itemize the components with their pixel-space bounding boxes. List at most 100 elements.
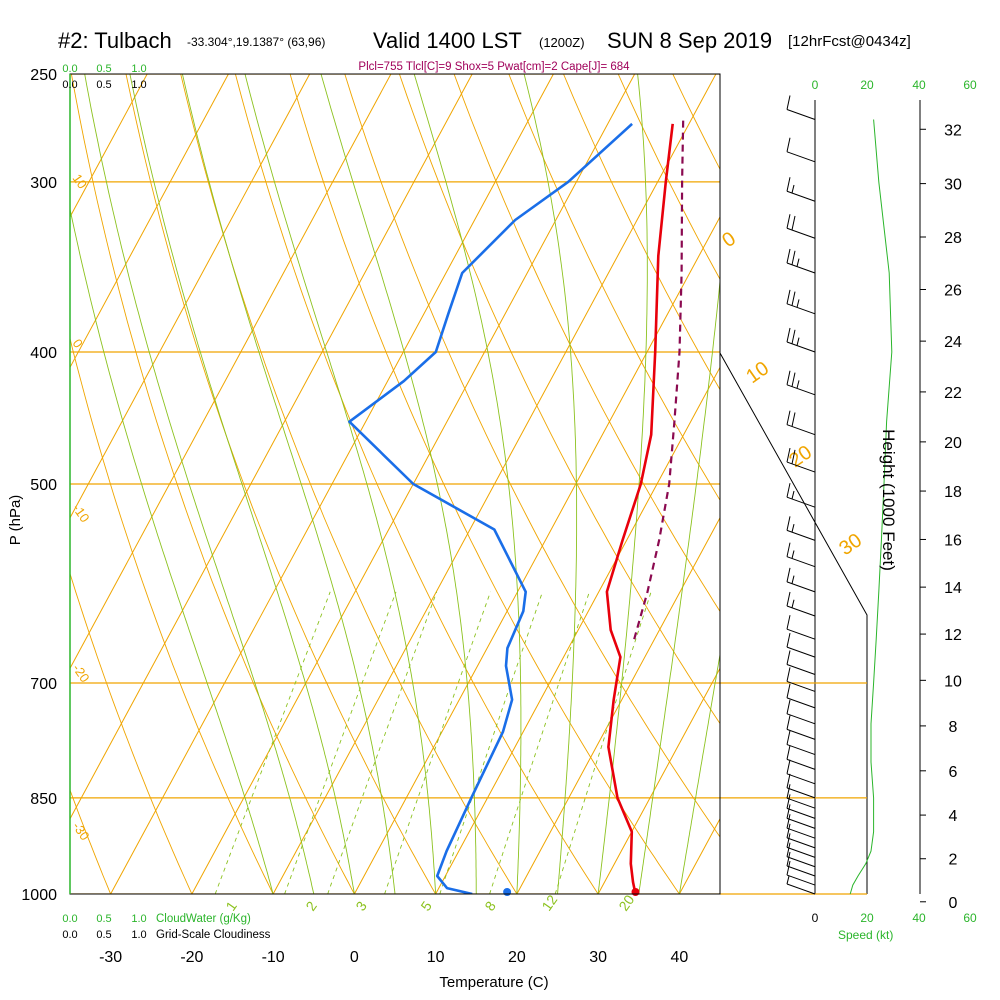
isotherm-label: 0 <box>718 228 740 252</box>
wind-barb-staff <box>786 787 816 799</box>
wind-barb-staff <box>786 151 816 163</box>
wind-barb <box>786 410 816 436</box>
dry-adiabat-line <box>70 788 112 894</box>
speed-top-tick: 40 <box>912 78 926 92</box>
wind-barb <box>786 289 816 315</box>
mixing-ratio-label: 3 <box>352 898 370 914</box>
wind-barb-flag <box>786 516 791 531</box>
cloud-water-bottom-tick: 0.0 <box>62 913 77 925</box>
isotherm-line <box>70 74 473 820</box>
wind-barb-half-flag <box>791 184 795 194</box>
wind-barb-half-flag <box>796 337 800 346</box>
wind-barb-flag <box>786 95 791 110</box>
isotherm-line <box>272 74 717 894</box>
wind-barb-half-flag <box>791 524 795 533</box>
temperature-tick-label: 20 <box>508 949 526 966</box>
wind-barb-half-flag <box>796 299 800 308</box>
speed-bottom-tick: 60 <box>963 911 977 925</box>
x-axis-label: Temperature (C) <box>439 974 548 991</box>
wind-barb-half-flag <box>796 258 800 267</box>
isotherm-line <box>435 366 720 894</box>
wind-barb <box>786 823 816 849</box>
wind-barb <box>786 542 816 568</box>
mixing-ratio-label: 8 <box>481 898 499 914</box>
mixing-ratio-label: 1 <box>222 898 240 914</box>
dry-adiabat-line <box>508 74 720 502</box>
isotherm-line <box>70 74 311 519</box>
wind-barb-half-flag <box>791 575 795 584</box>
height-tick-label: 8 <box>949 719 958 736</box>
cloud-water-label: CloudWater (g/Kg) <box>156 913 251 925</box>
wind-barb-flag <box>786 683 791 698</box>
wind-barb-staff <box>786 262 816 274</box>
wind-barb-flag <box>791 329 796 344</box>
height-tick-label: 24 <box>944 334 962 351</box>
cloud-water-bottom-tick: 0.5 <box>96 913 111 925</box>
speed-axis-label: Speed (kt) <box>838 928 893 942</box>
wind-barb-flag <box>786 745 791 760</box>
wind-barb-flag <box>791 215 796 231</box>
moist-adiabat-line <box>84 74 315 894</box>
wind-speed-profile-line <box>849 119 893 895</box>
wind-barb <box>786 851 816 877</box>
mixing-ratio-label: 12 <box>538 892 560 914</box>
wind-barb <box>786 730 816 756</box>
dry-adiabat-line <box>70 74 355 894</box>
wind-barb-flag <box>786 814 791 829</box>
wind-barb-staff <box>786 341 816 353</box>
series-clip-group <box>348 119 685 894</box>
moist-adiabat-line <box>597 74 648 894</box>
wind-barb-flag <box>786 784 791 799</box>
wind-barb <box>786 667 816 692</box>
dry-adiabat-line <box>125 74 436 894</box>
wind-barb <box>786 650 816 675</box>
wind-barb-flag <box>786 214 791 229</box>
pressure-tick-label: 850 <box>30 791 57 808</box>
wind-barb-flag <box>786 833 791 848</box>
wind-barb-flag <box>786 773 791 788</box>
moist-adiabat-line <box>129 74 355 894</box>
cloudiness-top-tick: 0.0 <box>62 79 77 91</box>
mixing-ratio-line <box>214 591 331 894</box>
wind-barb <box>786 804 816 829</box>
isotherm-line <box>70 74 148 218</box>
wind-barb-staff <box>786 680 816 692</box>
series-temperature-line <box>605 123 674 894</box>
wind-barb-staff <box>786 605 816 617</box>
wind-barb-flag <box>786 542 791 557</box>
moist-adiabat-line <box>523 74 578 894</box>
dry-adiabat-line <box>344 74 720 838</box>
wind-barb <box>786 615 816 640</box>
wind-barb-flag <box>786 615 791 630</box>
surface-dewpoint-marker <box>503 888 512 896</box>
wind-barb-flag <box>786 447 791 463</box>
wind-barb <box>786 875 816 895</box>
wind-barb-staff <box>786 384 816 396</box>
wind-barb-flag <box>786 804 791 819</box>
mixing-ratio-line <box>384 591 491 894</box>
wind-barb-half-flag <box>791 550 795 559</box>
temperature-tick-label: -10 <box>262 949 285 966</box>
wind-barb-flag <box>786 177 791 192</box>
chart-title-zulu: (1200Z) <box>539 35 585 50</box>
series-parcel-line <box>633 119 685 640</box>
speed-bottom-tick: 40 <box>912 911 926 925</box>
temperature-tick-label: 0 <box>350 949 359 966</box>
dry-adiabat-line <box>563 74 720 391</box>
height-tick-label: 4 <box>949 808 958 825</box>
wind-barb-half-flag <box>791 599 795 608</box>
height-tick-label: 0 <box>949 895 958 912</box>
chart-title-coordinates: -33.304°,19.1387° (63,96) <box>187 35 326 49</box>
wind-barb <box>786 842 816 868</box>
wind-barb <box>786 177 816 202</box>
wind-barb <box>786 773 816 799</box>
cloudiness-bottom-tick: 0.0 <box>62 929 77 941</box>
wind-barb <box>786 137 816 163</box>
speed-top-tick: 60 <box>963 78 977 92</box>
wind-barb-staff <box>786 581 816 593</box>
height-tick-label: 10 <box>944 673 962 690</box>
wind-barb-staff <box>786 846 816 858</box>
speed-bottom-tick: 0 <box>812 911 819 925</box>
